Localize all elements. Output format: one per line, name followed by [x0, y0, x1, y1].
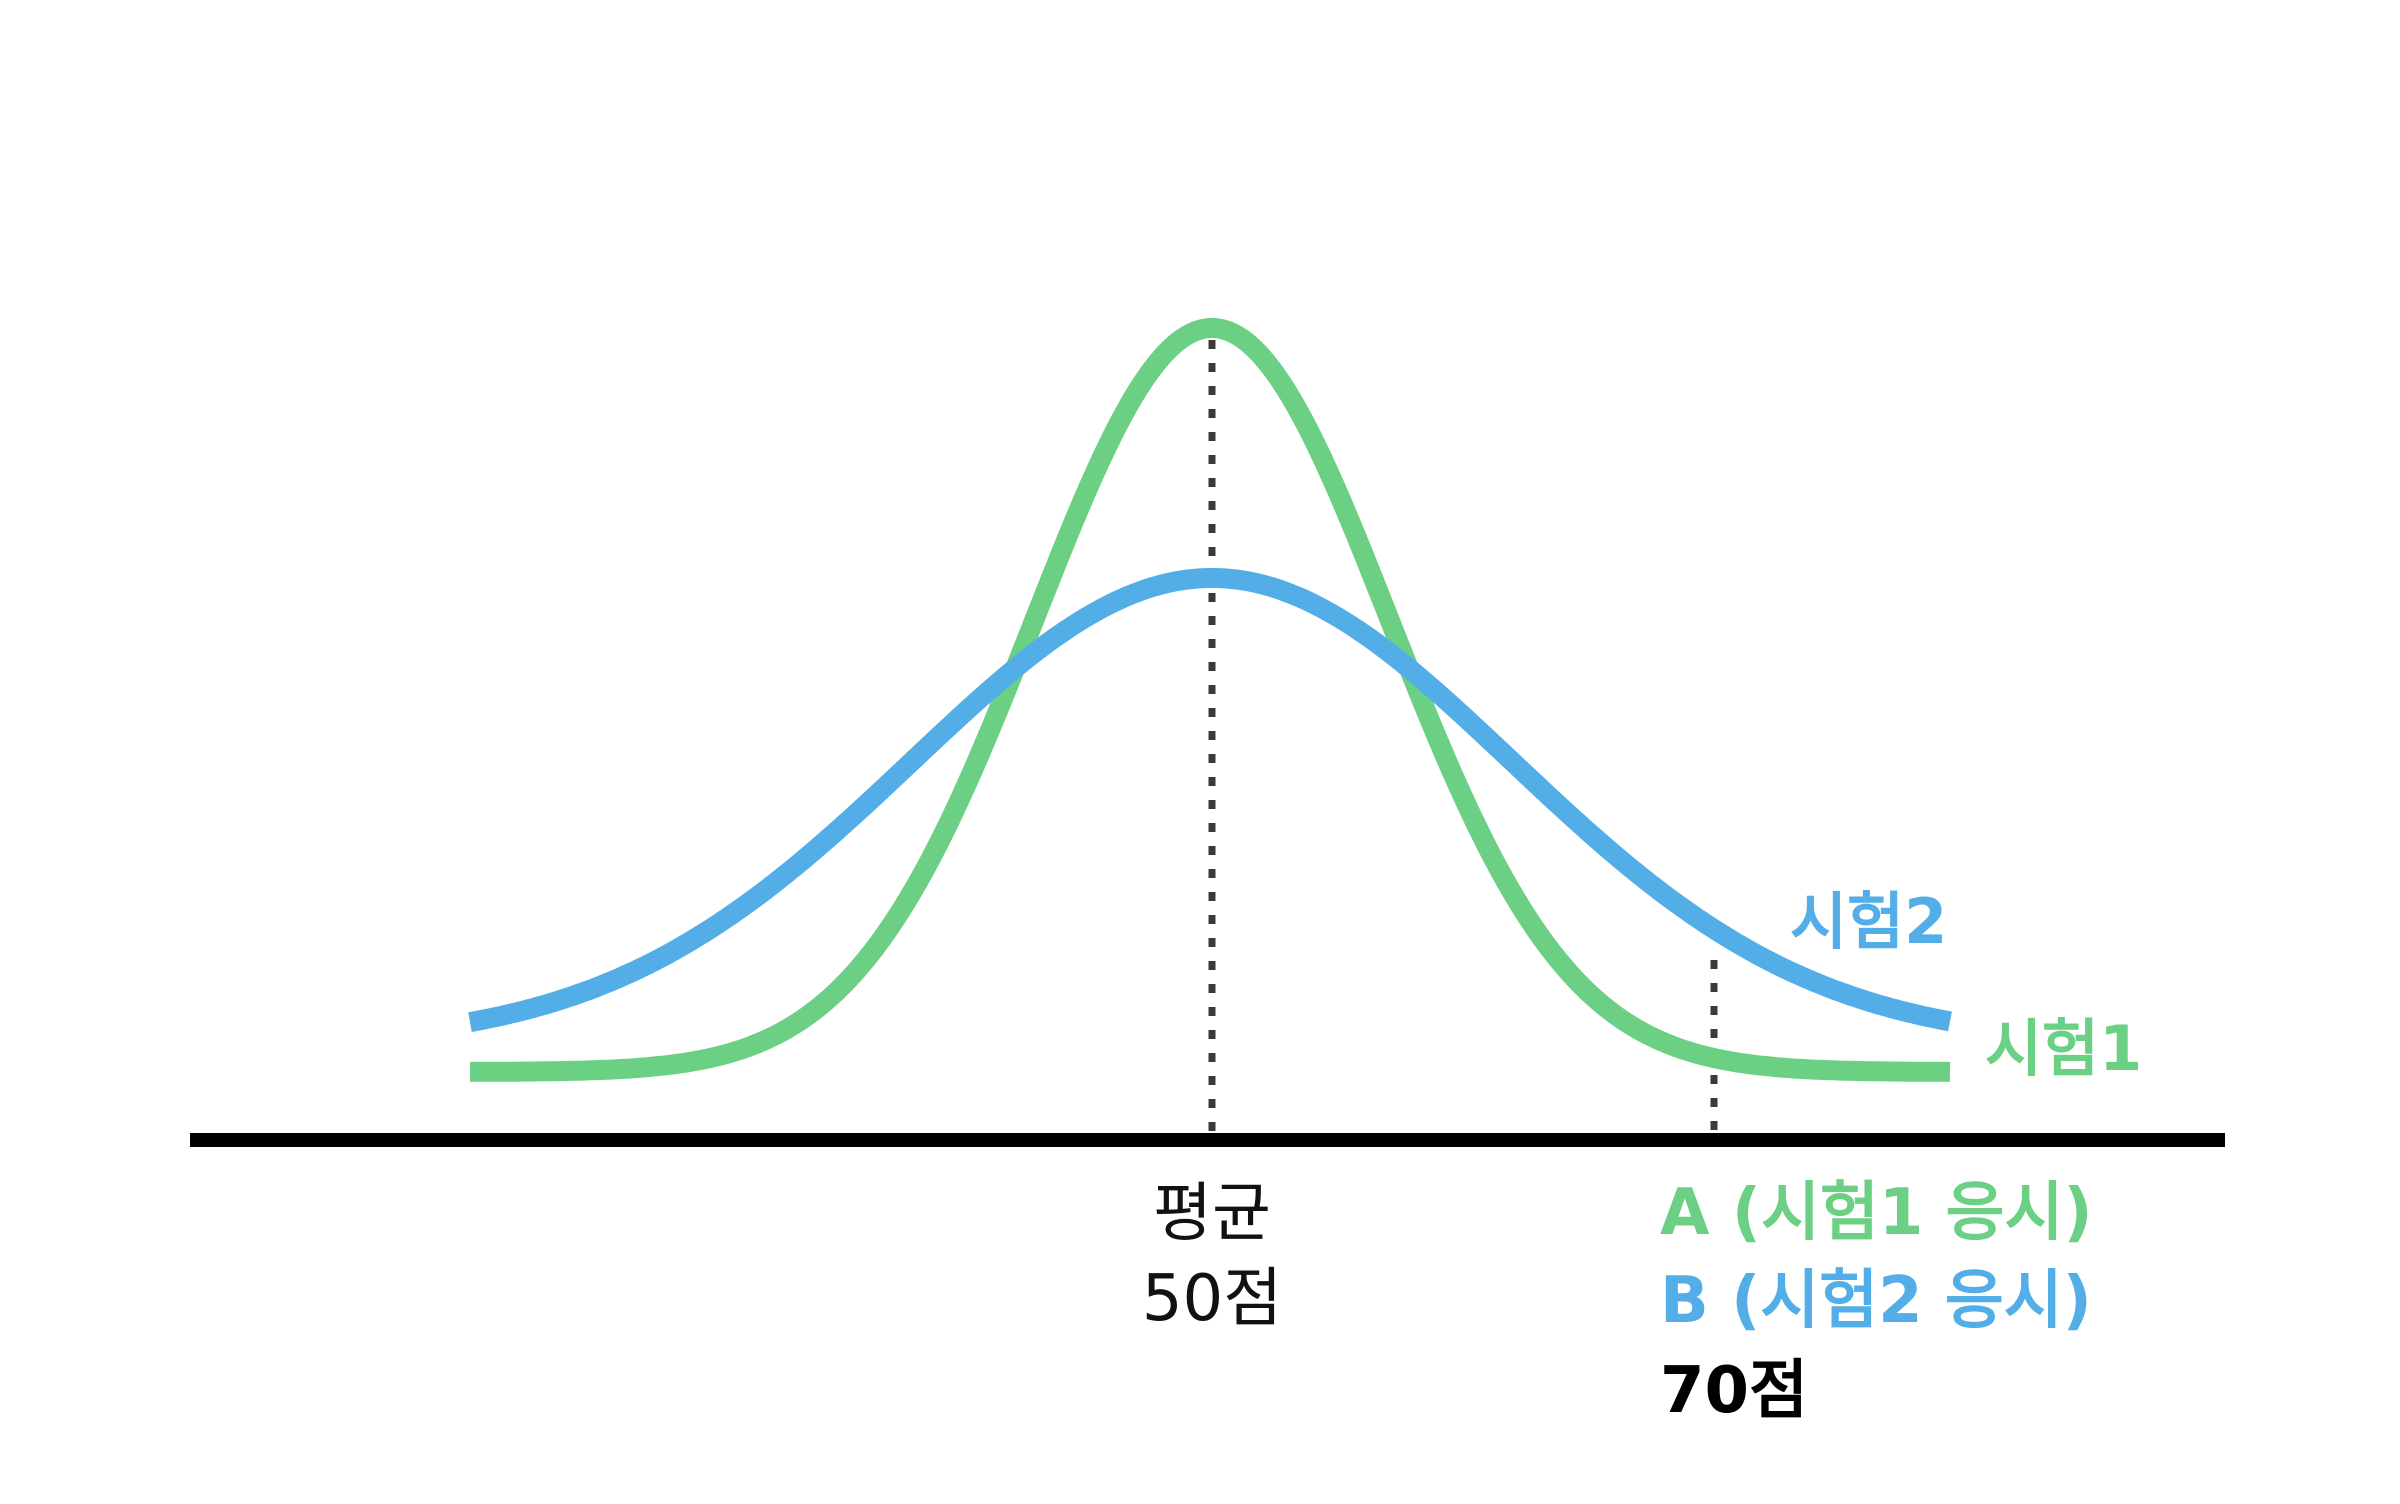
score-label: 70점 — [1660, 1354, 1808, 1428]
test2-curve — [464, 568, 1956, 1032]
taker-a-label: A (시험1 응시) — [1660, 1176, 2093, 1250]
test2-curve-label: 시험2 — [1790, 885, 1948, 958]
taker-b-label: B (시험2 응시) — [1660, 1264, 2092, 1338]
mean-value: 50점 — [1141, 1262, 1283, 1336]
test1-curve-label: 시험1 — [1985, 1012, 2143, 1085]
mean-title: 평균 — [1153, 1177, 1271, 1251]
test1-curve — [464, 318, 1956, 1082]
